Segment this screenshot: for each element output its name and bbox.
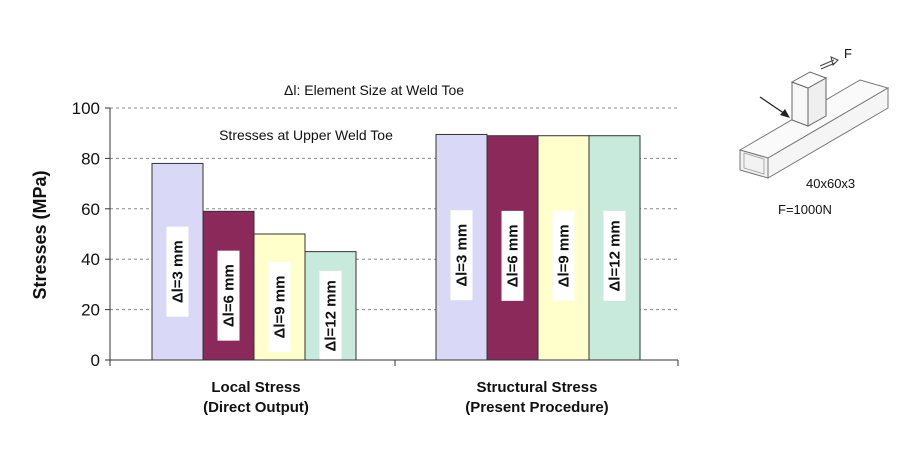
bar-label-box (501, 210, 524, 301)
bar-label: Δl=9 mm (556, 224, 573, 287)
force-arrow-icon (819, 56, 839, 70)
beam-inner-edge (743, 152, 765, 175)
section-dimension-label: 40x60x3 (806, 176, 855, 191)
bar-label-box (319, 270, 342, 361)
bar-label-box (268, 262, 291, 352)
force-label: F (844, 46, 852, 61)
bar-label: Δl=6 mm (221, 264, 238, 327)
y-tick-label: 100 (72, 99, 100, 118)
bar-label: Δl=12 mm (607, 220, 624, 291)
bar-label: Δl=12 mm (323, 280, 340, 351)
x-category-labels: Local Stress (Direct Output) Structural St… (203, 379, 609, 416)
bar-label-box (552, 210, 575, 301)
chart-title: Δl: Element Size at Weld Toe (284, 82, 464, 98)
bar-label: Δl=3 mm (170, 240, 187, 303)
y-axis-label: Stresses (MPa) (30, 170, 50, 299)
gridlines (110, 107, 678, 311)
chart-subtitle: Stresses at Upper Weld Toe (219, 127, 393, 143)
attachment-top (790, 71, 828, 89)
y-tick-label: 80 (81, 149, 100, 168)
bar-label-box (217, 250, 240, 341)
x-category-label-line1: Local Stress (211, 379, 300, 396)
weld-toe-arrowhead (780, 109, 790, 118)
x-category-label-line2: (Present Procedure) (465, 399, 608, 416)
bar-label: Δl=3 mm (454, 224, 471, 287)
y-tick-label: 20 (81, 301, 100, 320)
bar-label: Δl=9 mm (272, 276, 289, 339)
weld-specimen-figure: F 40x60x3 F=1000N (738, 46, 890, 217)
bar-label-box (166, 226, 189, 317)
load-label: F=1000N (778, 202, 832, 217)
bars: Δl=3 mm Δl=3 mm Δl=6 mm Δl=6 mm Δl=9 mm Δl=9 … (151, 133, 641, 361)
x-category-label-line1: Structural Stress (477, 379, 598, 396)
bar-label-box (603, 210, 626, 301)
bar-label-box (450, 210, 473, 301)
attachment-front (791, 81, 809, 127)
axes (109, 108, 679, 366)
y-tick-label: 40 (81, 250, 100, 269)
bar-label: Δl=6 mm (505, 224, 522, 287)
y-tick-label: 60 (81, 200, 100, 219)
beam-side-face (767, 87, 889, 179)
y-tick-label: 0 (91, 351, 100, 370)
x-category-label-line2: (Direct Output) (203, 399, 309, 416)
y-ticks: 0 20 40 60 80 100 (72, 99, 110, 370)
